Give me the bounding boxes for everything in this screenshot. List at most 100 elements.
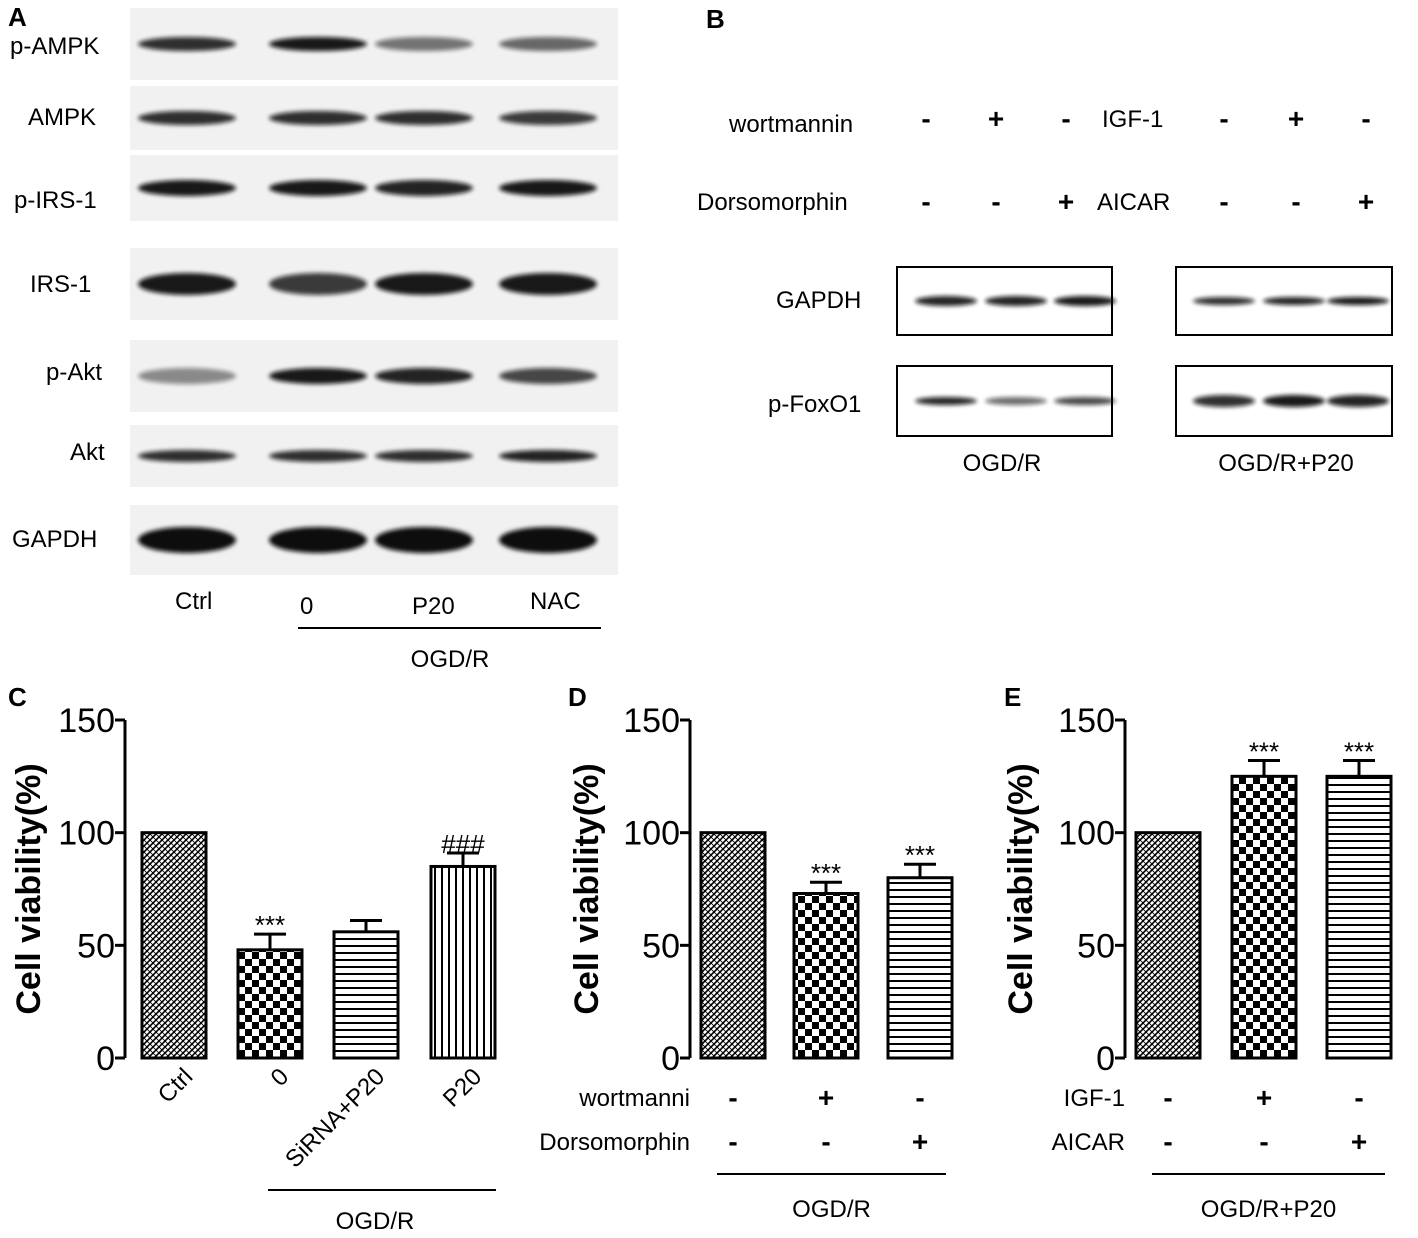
significance-label: ### — [441, 829, 485, 859]
blot-lane-label: NAC — [530, 588, 581, 615]
bar — [1134, 831, 1202, 1060]
y-tick-label: 50 — [642, 927, 680, 965]
panel-letter-b: B — [706, 4, 725, 34]
blot-band — [915, 296, 977, 306]
blot-band — [269, 37, 367, 51]
category-label: 0 — [266, 1063, 295, 1092]
sign: - — [1061, 103, 1070, 134]
y-tick-label: 50 — [1077, 927, 1115, 965]
y-tick-label: 100 — [623, 815, 680, 853]
blot-band — [269, 273, 367, 295]
blot-band — [1054, 296, 1116, 306]
y-axis-title: Cell viability(%) — [568, 763, 606, 1014]
treatment-label: Dorsomorphin — [697, 189, 848, 216]
blot-band — [138, 450, 236, 462]
sign: - — [1163, 1126, 1172, 1157]
blot-band — [499, 450, 597, 462]
significance-label: *** — [1344, 737, 1374, 767]
chart-e: 0 50 100 150 Cell viability(%) *** *** IGF-1 - + -… — [1002, 702, 1393, 1223]
blot-band — [1193, 395, 1255, 407]
blot-band — [269, 368, 367, 384]
blot-band — [375, 273, 473, 295]
sign: - — [1361, 103, 1370, 134]
category-label: P20 — [438, 1063, 487, 1112]
blot-row-label: p-FoxO1 — [768, 391, 861, 418]
blot-band — [499, 111, 597, 125]
bar — [332, 930, 400, 1060]
blot-band — [138, 111, 236, 125]
blot-row-label: AMPK — [28, 104, 96, 131]
sign: - — [728, 1126, 737, 1157]
panel-letter-d: D — [568, 682, 587, 712]
bar — [1325, 774, 1393, 1060]
blot-band — [269, 527, 367, 553]
category-label: Ctrl — [153, 1063, 198, 1108]
sign: - — [1163, 1082, 1172, 1113]
blot-row-label: GAPDH — [12, 526, 97, 553]
significance-label: *** — [255, 910, 285, 940]
sign: + — [818, 1082, 834, 1113]
bar — [236, 948, 304, 1060]
blot-row-label: IRS-1 — [30, 271, 91, 298]
blot-band — [1263, 395, 1325, 407]
blot-band — [138, 368, 236, 384]
sign: + — [1256, 1082, 1272, 1113]
blot-band — [269, 111, 367, 125]
sign: - — [915, 1082, 924, 1113]
treatment-label: IGF-1 — [1102, 106, 1163, 133]
blot-band — [375, 368, 473, 384]
y-axis-title: Cell viability(%) — [10, 763, 48, 1014]
blot-band — [915, 397, 977, 405]
blot-band — [1327, 395, 1389, 407]
group-label: OGD/R — [792, 1196, 871, 1223]
bar — [699, 831, 767, 1060]
sign: - — [991, 186, 1000, 217]
y-tick-label: 150 — [623, 702, 680, 740]
sign: - — [1219, 186, 1228, 217]
blot-lane-label: Ctrl — [175, 588, 212, 615]
blot-band — [269, 180, 367, 196]
sign: - — [728, 1082, 737, 1113]
sign: - — [1291, 186, 1300, 217]
sign: - — [821, 1126, 830, 1157]
group-label: OGD/R+P20 — [1201, 1196, 1336, 1223]
panel-letter-a: A — [8, 2, 27, 32]
chart-d: 0 50 100 150 Cell viability(%) *** *** wortmann… — [539, 702, 954, 1223]
blot-b-bands — [915, 296, 1389, 407]
significance-label: *** — [905, 840, 935, 870]
blot-band — [499, 527, 597, 553]
blot-row-label: p-Akt — [46, 359, 102, 386]
bar — [429, 864, 497, 1060]
treatment-label: wortmanni — [578, 1085, 690, 1112]
blot-lane-label: P20 — [412, 593, 455, 620]
group-label: OGD/R — [411, 646, 490, 673]
group-label: OGD/R+P20 — [1218, 450, 1353, 477]
sign: + — [912, 1126, 928, 1157]
group-label: OGD/R — [963, 450, 1042, 477]
blot-band — [499, 180, 597, 196]
sign: + — [1288, 103, 1304, 134]
sign: - — [921, 103, 930, 134]
treatment-label: Dorsomorphin — [539, 1129, 690, 1156]
blot-band — [138, 37, 236, 51]
treatment-label: AICAR — [1097, 189, 1170, 216]
blot-band — [375, 37, 473, 51]
blot-band — [1327, 297, 1389, 305]
significance-label: *** — [811, 858, 841, 888]
y-tick-label: 0 — [661, 1040, 680, 1078]
western-blot-panel-a: p-AMPK AMPK p-IRS-1 IRS-1 p-Akt Akt GAPD… — [10, 33, 601, 673]
blot-row-label: Akt — [70, 439, 105, 466]
blot-band — [1054, 397, 1116, 405]
blot-band — [138, 527, 236, 553]
blot-row-label: p-IRS-1 — [14, 187, 97, 214]
sign: + — [1358, 186, 1374, 217]
blot-band — [985, 296, 1047, 306]
group-label: OGD/R — [336, 1208, 415, 1235]
y-tick-label: 150 — [58, 702, 115, 740]
sign: + — [988, 103, 1004, 134]
panel-letter-e: E — [1004, 682, 1021, 712]
blot-row-label: GAPDH — [776, 287, 861, 314]
